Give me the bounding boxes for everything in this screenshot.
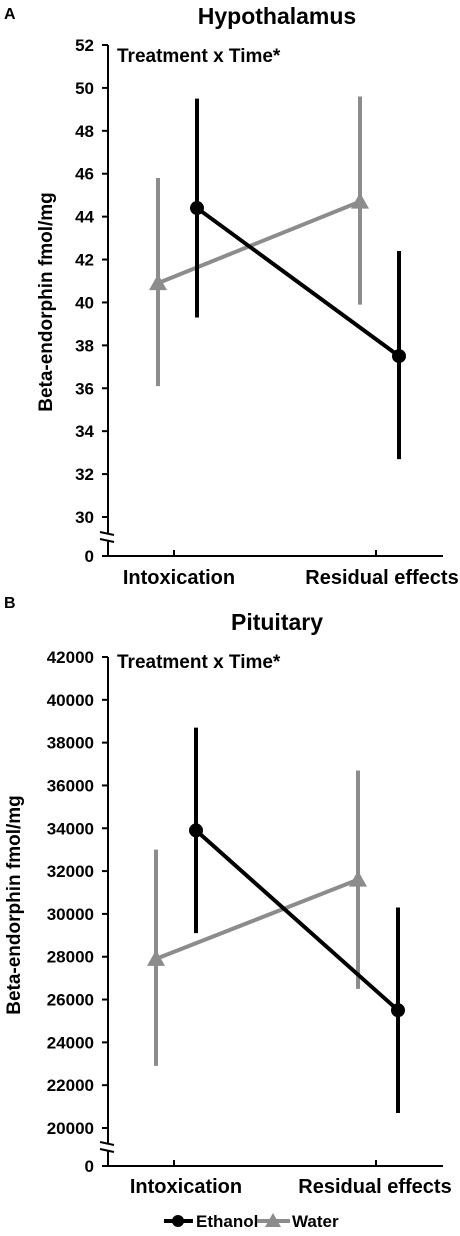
y-tick-label-b: 36000 bbox=[47, 776, 94, 795]
data-point-water-a bbox=[351, 192, 369, 209]
annotation-hypothalamus: Treatment x Time* bbox=[117, 46, 281, 67]
data-point-water-a bbox=[149, 274, 167, 291]
data-point-ethanol-b bbox=[189, 823, 203, 838]
y-tick-label-b: 42000 bbox=[47, 648, 94, 667]
y-tick-label-a: 40 bbox=[75, 293, 94, 312]
chart-title-pituitary: Pituitary bbox=[231, 609, 323, 635]
y-tick-label-b: 0 bbox=[85, 1157, 94, 1176]
x-tick-label-residual-a: Residual effects bbox=[305, 567, 458, 589]
axis-break-mark-b bbox=[99, 1141, 115, 1146]
y-tick-label-a: 38 bbox=[75, 336, 94, 355]
series-line-ethanol-a bbox=[195, 206, 401, 358]
panel-pituitary: B Pituitary Treatment x Time* Beta-endor… bbox=[4, 595, 452, 1198]
axis-break-mark-a bbox=[99, 538, 115, 543]
panel-letter-b: B bbox=[4, 595, 16, 612]
panel-hypothalamus: A Hypothalamus Treatment x Time* Beta-en… bbox=[4, 3, 459, 589]
legend-item-water: Water bbox=[257, 1212, 339, 1231]
y-tick-label-a: 30 bbox=[75, 508, 94, 527]
y-axis-label-hypothalamus: Beta-endorphin fmol/mg bbox=[36, 192, 57, 412]
x-tick-label-intoxication-a: Intoxication bbox=[123, 567, 235, 589]
y-tick-label-b: 26000 bbox=[47, 991, 94, 1010]
y-tick-label-b: 38000 bbox=[47, 734, 94, 753]
legend-label-ethanol: Ethanol bbox=[196, 1212, 258, 1231]
y-tick-label-b: 22000 bbox=[47, 1076, 94, 1095]
annotation-pituitary: Treatment x Time* bbox=[117, 652, 281, 673]
axis-break-mark-b bbox=[99, 1148, 115, 1153]
plot-area-hypothalamus: 0 30 32 34 36 38 40 42 44 46 48 50 52 bbox=[75, 36, 443, 566]
y-tick-label-a: 0 bbox=[85, 547, 94, 566]
series-line-ethanol-b bbox=[194, 828, 400, 1012]
data-point-water-b bbox=[349, 870, 367, 887]
series-line-water-b bbox=[155, 877, 359, 961]
y-axis-label-pituitary: Beta-endorphin fmol/mg bbox=[4, 795, 25, 1015]
axis-break-mark-a bbox=[99, 531, 115, 536]
y-tick-label-a: 42 bbox=[75, 251, 94, 270]
y-tick-label-a: 36 bbox=[75, 379, 94, 398]
y-tick-label-b: 28000 bbox=[47, 948, 94, 967]
legend: Ethanol Water bbox=[164, 1212, 339, 1231]
x-tick-label-intoxication-b: Intoxication bbox=[130, 1176, 242, 1198]
x-tick-label-residual-b: Residual effects bbox=[298, 1176, 451, 1198]
legend-label-water: Water bbox=[292, 1212, 339, 1231]
y-tick-label-b: 40000 bbox=[47, 691, 94, 710]
y-tick-label-a: 46 bbox=[75, 165, 94, 184]
plot-area-pituitary: 0 20000 22000 24000 26000 28000 30000 32000 3400… bbox=[47, 648, 443, 1176]
y-tick-label-a: 48 bbox=[75, 122, 94, 141]
y-tick-label-b: 32000 bbox=[47, 862, 94, 881]
data-point-water-b bbox=[147, 949, 165, 966]
legend-item-ethanol: Ethanol bbox=[164, 1212, 258, 1231]
y-tick-label-a: 34 bbox=[75, 422, 94, 441]
y-tick-label-a: 52 bbox=[75, 36, 94, 55]
legend-marker-water-icon bbox=[265, 1213, 281, 1227]
y-tick-label-b: 34000 bbox=[47, 819, 94, 838]
y-tick-label-a: 32 bbox=[75, 465, 94, 484]
data-point-ethanol-a bbox=[392, 349, 406, 364]
legend-marker-ethanol-icon bbox=[172, 1215, 184, 1227]
data-point-ethanol-b bbox=[391, 1003, 405, 1018]
y-tick-label-a: 50 bbox=[75, 79, 94, 98]
data-point-ethanol-a bbox=[190, 201, 204, 216]
y-tick-label-a: 44 bbox=[75, 208, 94, 227]
y-tick-label-b: 20000 bbox=[47, 1119, 94, 1138]
chart-title-hypothalamus: Hypothalamus bbox=[198, 3, 356, 29]
series-line-water-a bbox=[157, 199, 361, 286]
panel-letter-a: A bbox=[4, 6, 16, 23]
y-tick-label-b: 30000 bbox=[47, 905, 94, 924]
y-tick-label-b: 24000 bbox=[47, 1033, 94, 1052]
